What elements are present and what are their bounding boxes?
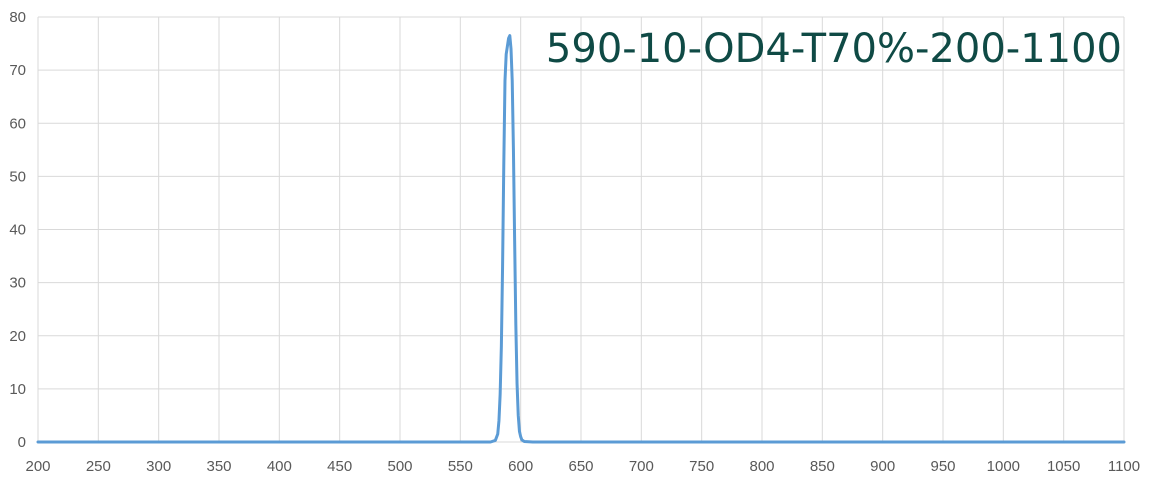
- y-tick-label: 40: [9, 222, 26, 239]
- tick-labels: 200 250 300 350 400 450 500 550 600 650 700 750 800 8…: [9, 9, 1140, 475]
- x-tick-label: 600: [508, 458, 533, 475]
- x-tick-label: 1100: [1108, 458, 1140, 475]
- x-tick-label: 450: [327, 458, 352, 475]
- x-tick-label: 800: [749, 458, 774, 475]
- x-tick-label: 650: [568, 458, 593, 475]
- y-tick-label: 10: [9, 381, 26, 398]
- x-tick-label: 250: [86, 458, 111, 475]
- x-tick-label: 1050: [1047, 458, 1080, 475]
- x-tick-label: 1000: [987, 458, 1020, 475]
- x-tick-label: 400: [267, 458, 292, 475]
- y-tick-label: 60: [9, 115, 26, 132]
- series-layer: [36, 34, 1126, 444]
- x-tick-label: 200: [25, 458, 50, 475]
- y-tick-label: 50: [9, 168, 26, 185]
- y-tick-label: 0: [18, 434, 26, 451]
- y-tick-label: 20: [9, 328, 26, 345]
- x-tick-label: 550: [448, 458, 473, 475]
- x-tick-label: 900: [870, 458, 895, 475]
- y-tick-label: 70: [9, 62, 26, 79]
- y-tick-label: 30: [9, 275, 26, 292]
- chart-title: 590-10-OD4-T70%-200-1100: [546, 26, 1122, 72]
- x-tick-label: 850: [810, 458, 835, 475]
- grid-layer: [37, 16, 1125, 443]
- x-tick-label: 350: [206, 458, 231, 475]
- x-tick-label: 750: [689, 458, 714, 475]
- y-tick-label: 80: [9, 9, 26, 26]
- x-tick-label: 300: [146, 458, 171, 475]
- transmission-series-line: [36, 34, 1126, 444]
- x-tick-label: 950: [930, 458, 955, 475]
- x-tick-label: 700: [629, 458, 654, 475]
- x-tick-label: 500: [387, 458, 412, 475]
